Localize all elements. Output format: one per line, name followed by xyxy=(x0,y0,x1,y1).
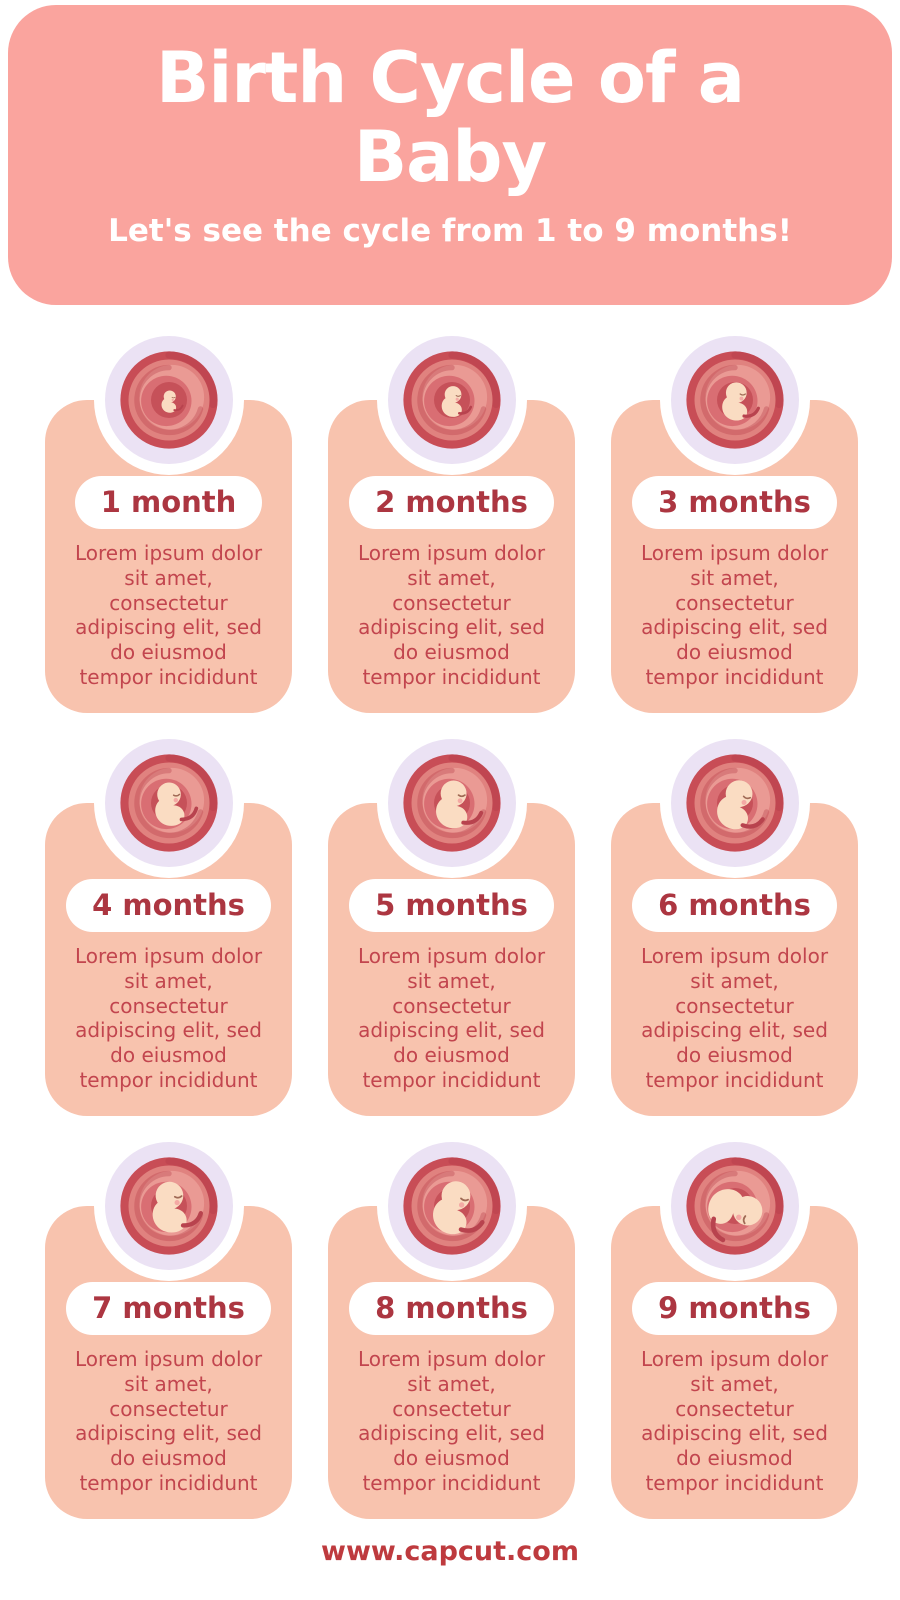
page-subtitle: Let's see the cycle from 1 to 9 months! xyxy=(108,213,792,250)
womb-medallion xyxy=(670,1142,799,1270)
card-description: Lorem ipsum dolor sit amet, consectetur … xyxy=(357,541,546,689)
womb-medallion xyxy=(387,1142,516,1270)
card-description: Lorem ipsum dolor sit amet, consectetur … xyxy=(640,1347,829,1495)
month-card-7: 7 months Lorem ipsum dolor sit amet, con… xyxy=(45,1142,292,1519)
month-label-pill: 5 months xyxy=(349,879,554,932)
fetus-in-womb-icon xyxy=(398,749,506,857)
card-description: Lorem ipsum dolor sit amet, consectetur … xyxy=(357,944,546,1092)
month-label: 7 months xyxy=(92,1291,245,1325)
month-card-4: 4 months Lorem ipsum dolor sit amet, con… xyxy=(45,739,292,1116)
month-label-pill: 4 months xyxy=(66,879,271,932)
fetus-in-womb-icon xyxy=(681,1152,789,1260)
month-card-3: 3 months Lorem ipsum dolor sit amet, con… xyxy=(611,336,858,713)
month-card-6: 6 months Lorem ipsum dolor sit amet, con… xyxy=(611,739,858,1116)
header-banner: Birth Cycle of a Baby Let's see the cycle… xyxy=(8,5,892,305)
womb-medallion xyxy=(670,739,799,867)
fetus-in-womb-icon xyxy=(115,1152,223,1260)
card-description: Lorem ipsum dolor sit amet, consectetur … xyxy=(357,1347,546,1495)
card-description: Lorem ipsum dolor sit amet, consectetur … xyxy=(74,541,263,689)
womb-medallion xyxy=(670,336,799,464)
month-card-1: 1 month Lorem ipsum dolor sit amet, cons… xyxy=(45,336,292,713)
month-label: 3 months xyxy=(658,485,811,519)
month-label-pill: 9 months xyxy=(632,1282,837,1335)
month-label: 4 months xyxy=(92,888,245,922)
month-card-8: 8 months Lorem ipsum dolor sit amet, con… xyxy=(328,1142,575,1519)
month-card-2: 2 months Lorem ipsum dolor sit amet, con… xyxy=(328,336,575,713)
month-label: 8 months xyxy=(375,1291,528,1325)
womb-medallion xyxy=(104,336,233,464)
month-label-pill: 7 months xyxy=(66,1282,271,1335)
fetus-in-womb-icon xyxy=(398,1152,506,1260)
month-label-pill: 8 months xyxy=(349,1282,554,1335)
fetus-in-womb-icon xyxy=(398,346,506,454)
month-label-pill: 2 months xyxy=(349,476,554,529)
womb-medallion xyxy=(104,739,233,867)
womb-medallion xyxy=(387,336,516,464)
card-description: Lorem ipsum dolor sit amet, consectetur … xyxy=(640,944,829,1092)
card-description: Lorem ipsum dolor sit amet, consectetur … xyxy=(640,541,829,689)
month-label-pill: 6 months xyxy=(632,879,837,932)
month-label: 1 month xyxy=(100,485,237,519)
page-title: Birth Cycle of a Baby xyxy=(155,37,745,199)
card-description: Lorem ipsum dolor sit amet, consectetur … xyxy=(74,1347,263,1495)
month-label: 9 months xyxy=(658,1291,811,1325)
month-label-pill: 3 months xyxy=(632,476,837,529)
womb-medallion xyxy=(387,739,516,867)
fetus-in-womb-icon xyxy=(681,749,789,857)
card-description: Lorem ipsum dolor sit amet, consectetur … xyxy=(74,944,263,1092)
fetus-in-womb-icon xyxy=(115,749,223,857)
month-label: 2 months xyxy=(375,485,528,519)
month-cards-grid: 1 month Lorem ipsum dolor sit amet, cons… xyxy=(45,336,858,1519)
month-label: 6 months xyxy=(658,888,811,922)
month-card-9: 9 months Lorem ipsum dolor sit amet, con… xyxy=(611,1142,858,1519)
womb-medallion xyxy=(104,1142,233,1270)
month-label-pill: 1 month xyxy=(74,476,263,529)
fetus-in-womb-icon xyxy=(115,346,223,454)
month-card-5: 5 months Lorem ipsum dolor sit amet, con… xyxy=(328,739,575,1116)
month-label: 5 months xyxy=(375,888,528,922)
fetus-in-womb-icon xyxy=(681,346,789,454)
footer-url: www.capcut.com xyxy=(321,1536,579,1567)
